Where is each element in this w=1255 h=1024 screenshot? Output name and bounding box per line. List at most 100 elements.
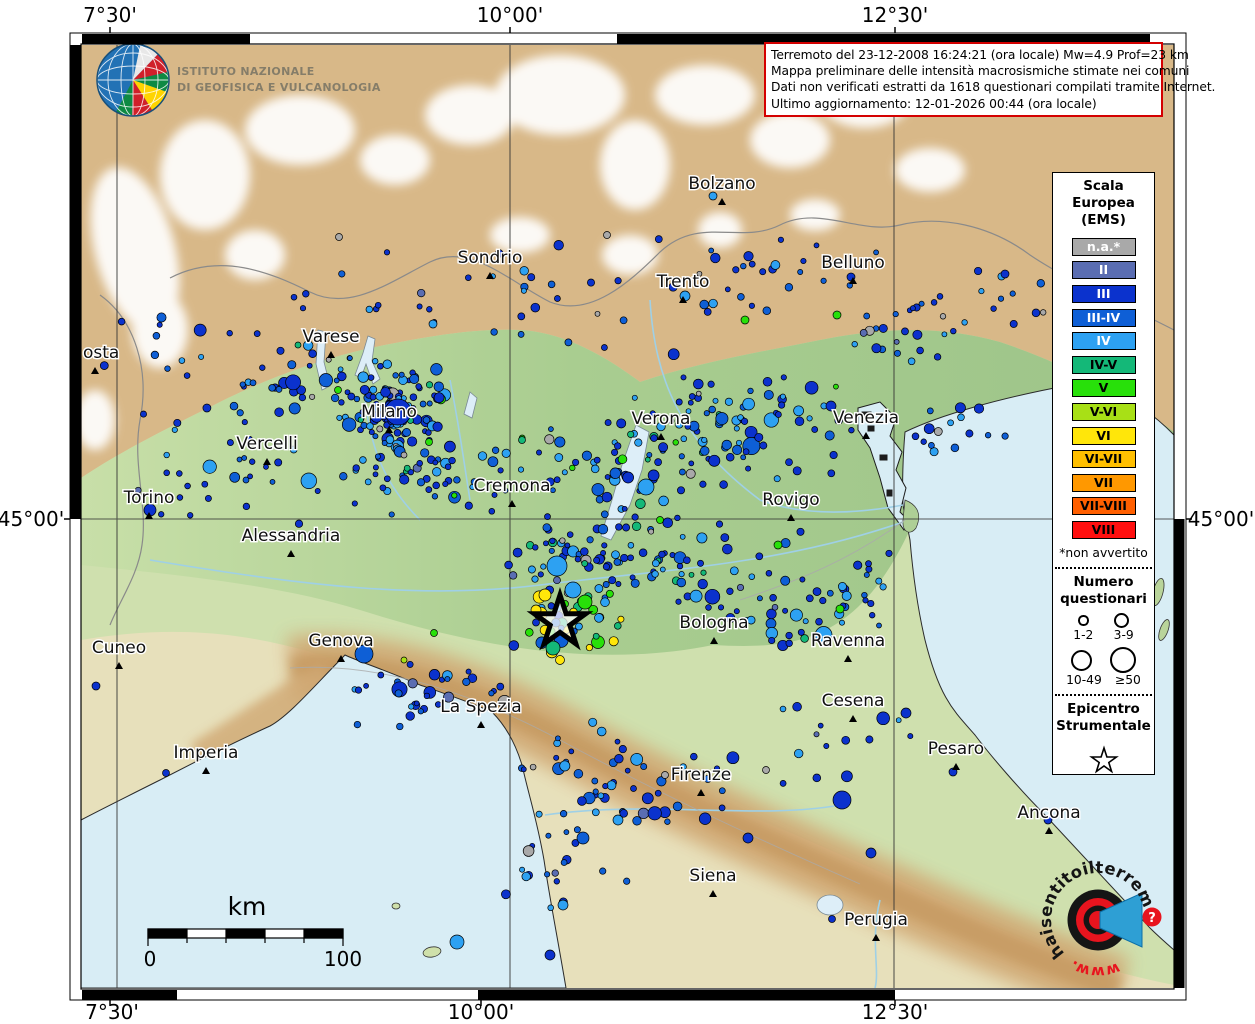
- intensity-dot: [150, 350, 160, 360]
- intensity-dot: [631, 394, 638, 401]
- intensity-dot: [548, 426, 554, 432]
- rivers: [149, 299, 904, 988]
- intensity-dot: [797, 628, 805, 636]
- intensity-dot: [338, 399, 345, 406]
- epicenter-title-line1: Epicentro: [1067, 701, 1140, 718]
- intensity-dot: [469, 484, 476, 490]
- city-label-cesena: Cesena: [822, 691, 885, 711]
- ems-swatch-list: n.a.* II III III-IV IV IV-V V V-VI VI VI-VII VII VI…: [1071, 235, 1136, 542]
- intensity-dot: [619, 316, 628, 325]
- intensity-dot: [369, 393, 377, 401]
- intensity-dot: [402, 428, 411, 437]
- intensity-dot: [668, 282, 678, 292]
- city-marker-firenze: [697, 789, 705, 796]
- intensity-dot: [490, 328, 498, 336]
- city-label-imperia: Imperia: [174, 743, 239, 763]
- ems-swatch-n-a-: n.a.*: [1071, 237, 1136, 256]
- intensity-dot: [372, 433, 379, 440]
- intensity-dot: [724, 397, 733, 406]
- intensity-dot: [164, 365, 171, 372]
- intensity-dot: [697, 578, 708, 590]
- intensity-dot: [773, 540, 783, 550]
- intensity-dot: [796, 527, 805, 536]
- info-line-map-type: Mappa preliminare delle intensità macros…: [771, 64, 1190, 79]
- intensity-dot: [540, 563, 547, 570]
- intensity-dot: [599, 867, 607, 875]
- ligurian-sea: [81, 654, 567, 988]
- axis-right-0: 45°00': [1187, 507, 1255, 531]
- intensity-dot: [465, 274, 472, 281]
- intensity-dot: [708, 298, 718, 309]
- intensity-dot: [865, 847, 877, 859]
- intensity-dot: [603, 231, 611, 239]
- intensity-dot: [708, 454, 721, 467]
- intensity-dot: [408, 703, 415, 710]
- city-marker-venezia: [862, 432, 870, 439]
- intensity-dot: [631, 521, 642, 531]
- intensity-dot: [276, 346, 285, 355]
- intensity-dot: [269, 479, 276, 485]
- intensity-dot: [536, 449, 542, 456]
- intensity-dot: [242, 502, 251, 511]
- ingv-institute-line2: DI GEOFISICA E VULCANOLOGIA: [177, 81, 381, 94]
- intensity-dot: [163, 469, 170, 477]
- intensity-dot: [647, 469, 660, 482]
- intensity-dot: [433, 392, 445, 404]
- intensity-dot: [415, 383, 422, 390]
- legend-footnote: *non avvertito: [1059, 545, 1148, 560]
- intensity-dot: [737, 414, 744, 421]
- city-marker-imperia: [202, 767, 210, 774]
- intensity-dot: [241, 455, 248, 461]
- questionnaire-circles-large: [1053, 646, 1154, 674]
- intensity-dot: [778, 401, 786, 409]
- intensity-dot: [878, 323, 888, 333]
- city-label-verona: Verona: [632, 409, 691, 429]
- intensity-dot: [710, 252, 721, 264]
- intensity-dot: [725, 452, 735, 462]
- intensity-dot: [733, 425, 740, 432]
- intensity-dot: [430, 363, 443, 376]
- intensity-dot: [563, 829, 570, 835]
- intensity-dot: [530, 302, 541, 313]
- intensity-dot: [780, 374, 787, 381]
- intensity-dot: [298, 393, 307, 402]
- intensity-dot: [696, 270, 703, 277]
- intensity-dot: [894, 349, 901, 357]
- intensity-dot: [900, 707, 912, 719]
- intensity-dot: [745, 465, 752, 472]
- intensity-dot: [553, 576, 561, 585]
- questionnaire-circle--50: [1109, 646, 1137, 674]
- intensity-dot: [713, 765, 721, 772]
- intensity-dot: [561, 469, 568, 476]
- intensity-dot: [617, 454, 628, 464]
- intensity-dot: [467, 673, 478, 683]
- intensity-dot: [926, 407, 934, 415]
- ems-swatch-vi: VI: [1071, 426, 1136, 445]
- axis-top-0: 7°30': [83, 3, 137, 27]
- intensity-dot: [554, 295, 561, 302]
- intensity-dot: [183, 372, 191, 379]
- legend-title-line1: Scala: [1083, 178, 1124, 194]
- intensity-dot: [451, 492, 458, 499]
- intensity-dot: [403, 464, 411, 472]
- ems-swatch-iv: IV: [1071, 332, 1136, 351]
- intensity-dot: [865, 735, 874, 744]
- intensity-dot: [997, 295, 1005, 302]
- intensity-dot: [700, 569, 707, 576]
- intensity-dot: [247, 473, 253, 480]
- intensity-dot: [352, 464, 360, 472]
- intensity-dot: [656, 776, 667, 787]
- intensity-dot: [742, 397, 755, 411]
- intensity-dot: [841, 735, 851, 745]
- city-label-ancona: Ancona: [1017, 803, 1080, 823]
- intensity-dot: [525, 628, 534, 637]
- intensity-dot: [202, 403, 212, 413]
- intensity-dot: [601, 344, 608, 351]
- intensity-dot: [568, 748, 575, 755]
- intensity-dot: [443, 691, 455, 703]
- questionnaire-title-line2: questionari: [1060, 590, 1147, 607]
- intensity-dot: [1000, 269, 1010, 279]
- intensity-dot: [812, 773, 822, 783]
